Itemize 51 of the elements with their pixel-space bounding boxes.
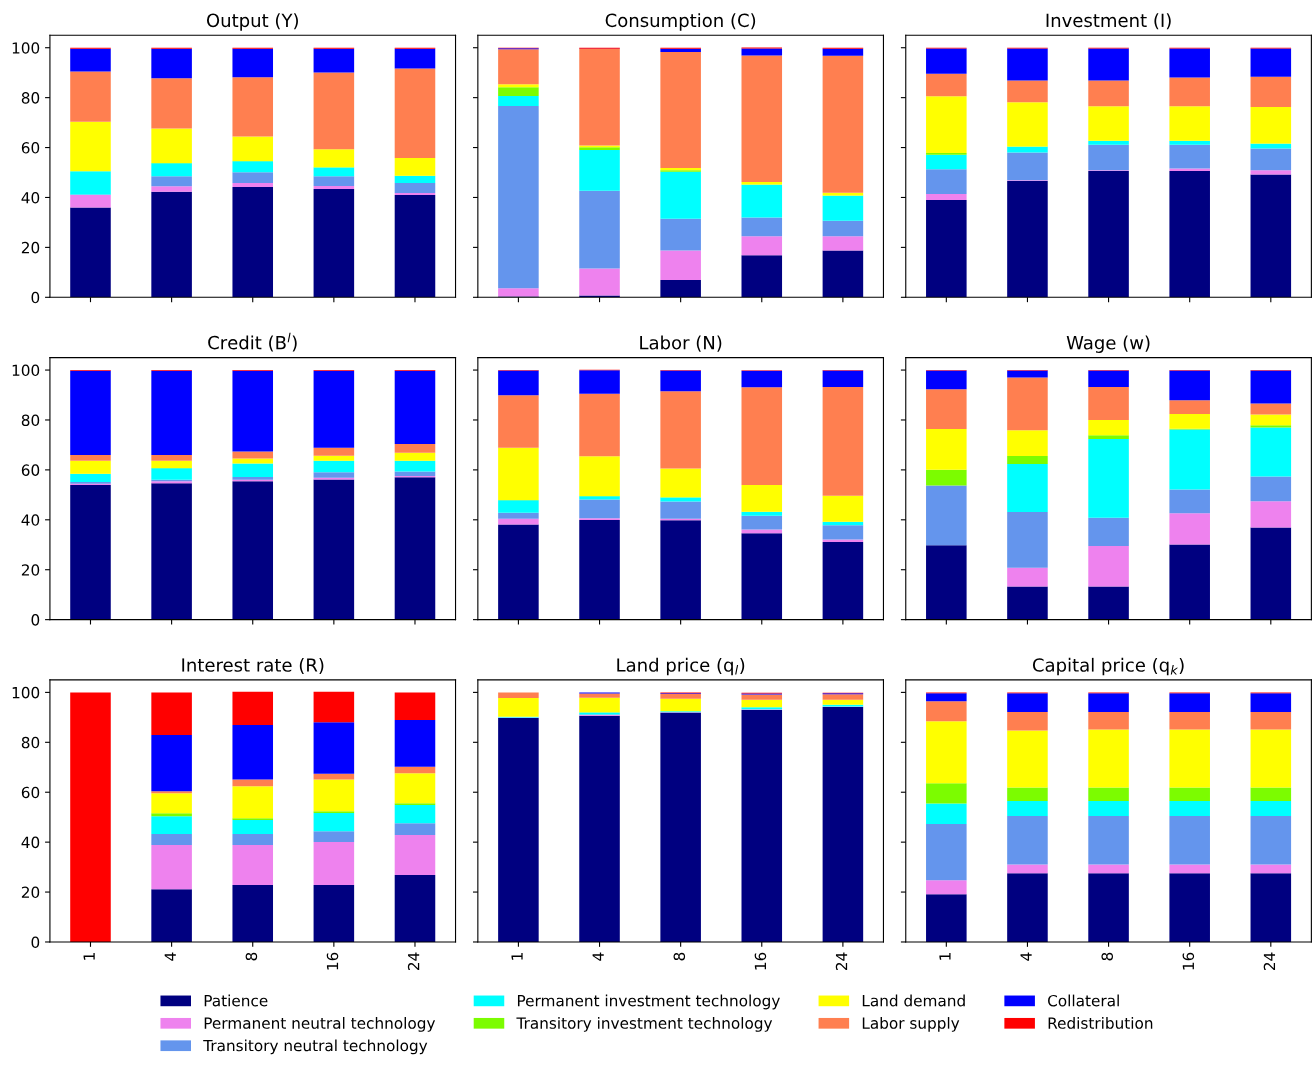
x-tick-label: 8 bbox=[673, 952, 686, 961]
x-tick-label: 16 bbox=[326, 952, 339, 970]
x-tick-label: 1 bbox=[83, 953, 95, 960]
x-tick-label: 4 bbox=[164, 952, 176, 961]
chart-title: Output (Y) bbox=[206, 13, 298, 31]
y-tick-label: 20 bbox=[21, 564, 40, 576]
legend-label: Permanent neutral technology bbox=[204, 1017, 436, 1032]
y-tick-label: 100 bbox=[12, 686, 40, 699]
x-tick-label: 1 bbox=[511, 953, 523, 960]
y-tick-label: 20 bbox=[21, 241, 40, 254]
y-tick-label: 0 bbox=[31, 614, 40, 626]
x-tick-label: 8 bbox=[1101, 952, 1113, 961]
y-tick-label: 60 bbox=[21, 786, 40, 799]
y-tick-label: 80 bbox=[21, 92, 40, 104]
chart-title: Interest rate (R) bbox=[182, 657, 324, 674]
chart-title: Consumption (C) bbox=[605, 13, 756, 31]
y-tick-label: 40 bbox=[21, 191, 40, 204]
y-tick-label: 0 bbox=[31, 936, 40, 948]
chart-title: Credit (B$^{l}$) bbox=[208, 332, 297, 352]
legend-label: Redistribution bbox=[1048, 1017, 1153, 1029]
y-tick-label: 60 bbox=[21, 142, 40, 154]
y-tick-label: 40 bbox=[21, 836, 40, 849]
y-tick-label: 100 bbox=[12, 42, 40, 54]
chart-title: Wage (w) bbox=[1066, 335, 1150, 353]
x-tick-label: 4 bbox=[592, 952, 604, 961]
y-tick-label: 0 bbox=[31, 291, 40, 304]
y-tick-label: 20 bbox=[21, 886, 40, 899]
y-tick-label: 80 bbox=[21, 414, 40, 426]
legend-label: Permanent investment technology bbox=[517, 994, 780, 1010]
x-tick-label: 24 bbox=[835, 952, 848, 971]
x-tick-label: 1 bbox=[939, 953, 951, 960]
x-tick-label: 16 bbox=[1182, 952, 1195, 970]
chart-title: Land price (q$_{l}$) bbox=[617, 657, 745, 676]
x-tick-label: 24 bbox=[407, 952, 420, 971]
y-tick-label: 100 bbox=[12, 364, 40, 377]
chart-title: Investment (I) bbox=[1046, 13, 1171, 30]
legend-label: Labor supply bbox=[862, 1017, 960, 1032]
x-tick-label: 16 bbox=[754, 952, 767, 970]
legend-label: Patience bbox=[204, 994, 268, 1007]
x-tick-label: 24 bbox=[1263, 952, 1276, 971]
y-tick-label: 40 bbox=[21, 514, 40, 526]
x-tick-label: 8 bbox=[245, 952, 258, 961]
legend-label: Collateral bbox=[1048, 994, 1119, 1007]
legend-label: Transitory investment technology bbox=[516, 1017, 773, 1032]
chart-title: Labor (N) bbox=[640, 335, 722, 352]
y-tick-label: 80 bbox=[21, 736, 40, 749]
legend-label: Transitory neutral technology bbox=[203, 1039, 428, 1055]
x-tick-label: 4 bbox=[1020, 952, 1032, 961]
y-tick-label: 60 bbox=[21, 464, 40, 476]
chart-title: Capital price (q$_{k}$) bbox=[1032, 657, 1184, 676]
legend-label: Land demand bbox=[862, 994, 965, 1007]
